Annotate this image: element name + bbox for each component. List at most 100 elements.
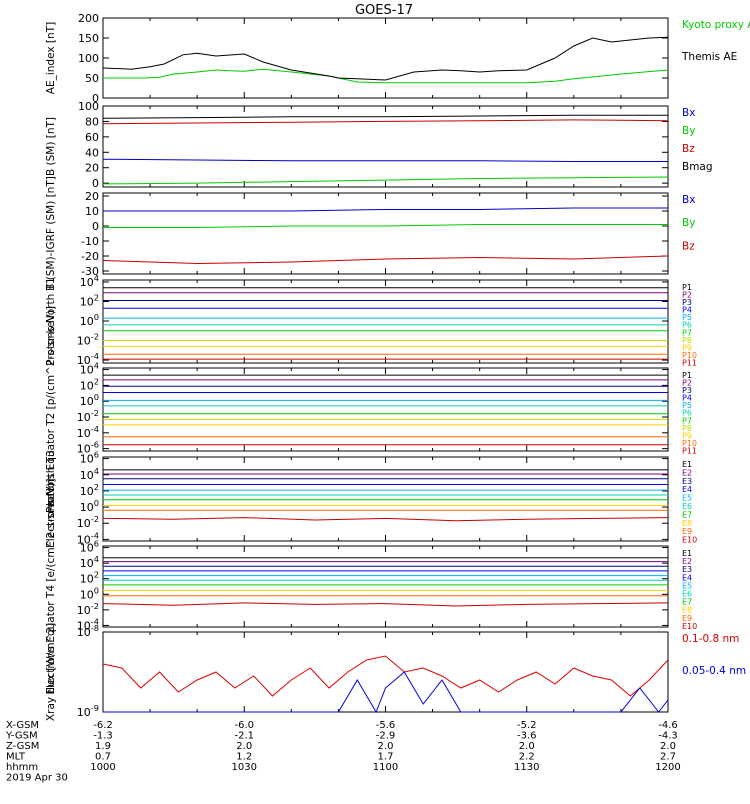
legend-label: P3 — [682, 386, 692, 395]
legend-label: E8 — [682, 519, 692, 528]
legend-label: Bz — [682, 240, 695, 252]
legend-label: P6 — [682, 321, 692, 330]
xaxis-value: 2.2 — [519, 752, 535, 763]
series-line — [102, 655, 669, 697]
series-line — [102, 517, 669, 522]
xaxis-value: 1.7 — [378, 752, 394, 763]
xaxis-value: 2.0 — [236, 741, 252, 752]
legend-label: Themis AE — [681, 51, 737, 63]
tick-label: -30 — [81, 265, 99, 278]
legend-label: E8 — [682, 606, 692, 615]
xaxis-row-label: Y-GSM — [5, 731, 38, 742]
tick-label: 50 — [85, 72, 99, 85]
legend-label: E3 — [682, 477, 692, 486]
tick-label: 100 — [78, 52, 99, 65]
legend-label: E9 — [682, 527, 692, 536]
legend-label: P9 — [682, 343, 692, 352]
legend-label: P7 — [682, 416, 692, 425]
series-line — [102, 114, 668, 119]
legend-label: E5 — [682, 581, 692, 590]
series-line — [102, 158, 668, 162]
xaxis-value: -4.6 — [658, 720, 678, 731]
legend-label: Bx — [682, 107, 695, 119]
series-line — [103, 224, 668, 228]
xaxis-value: 2.0 — [660, 741, 676, 752]
xaxis-value: -2.1 — [234, 731, 254, 742]
series-line — [102, 176, 669, 185]
legend-label: P6 — [682, 409, 692, 418]
axis-label: Electrons North T3 — [45, 450, 57, 548]
legend-label: P11 — [682, 446, 697, 455]
legend-label: P5 — [682, 401, 692, 410]
series-line — [102, 602, 669, 607]
xaxis-value: 1200 — [655, 762, 680, 773]
xaxis-value: -4.3 — [658, 731, 678, 742]
tick-label: 200 — [78, 12, 99, 25]
tick-label: 100 — [78, 100, 99, 113]
tick-label: 20 — [85, 190, 99, 203]
xaxis-value: 1100 — [373, 762, 398, 773]
legend-label: E1 — [682, 460, 692, 469]
legend-label: Bz — [682, 143, 695, 155]
legend-label: E2 — [682, 557, 692, 566]
legend-label: By — [682, 217, 695, 229]
tick-label: 10 — [85, 205, 99, 218]
tick-label: 150 — [78, 32, 99, 45]
legend-label: P8 — [682, 424, 692, 433]
legend-label: E3 — [682, 565, 692, 574]
tick-label: 20 — [85, 162, 99, 175]
legend-label: P11 — [682, 358, 697, 367]
xaxis-value: 1030 — [232, 762, 257, 773]
series-line — [102, 119, 669, 125]
xaxis-row-label: X-GSM — [6, 720, 39, 731]
legend-label: E4 — [682, 573, 692, 582]
xaxis-value: -5.6 — [376, 720, 396, 731]
xaxis-row-label: MLT — [6, 752, 26, 763]
tick-label: 80 — [85, 115, 99, 128]
legend-label: By — [682, 125, 695, 137]
tick-label: 40 — [85, 146, 99, 159]
xaxis-value: 2.0 — [378, 741, 394, 752]
axis-label: AE_index [nT] — [45, 22, 57, 94]
legend-label: E9 — [682, 614, 692, 623]
series-line — [103, 671, 669, 714]
xaxis-value: 1.2 — [236, 752, 252, 763]
tick-label: 0 — [92, 177, 99, 190]
xaxis-value: -5.2 — [517, 720, 537, 731]
legend-label: 0.1-0.8 nm — [682, 633, 739, 645]
legend-label: E2 — [682, 468, 692, 477]
legend-label: E4 — [682, 485, 692, 494]
axis-label: Xray flux [W/m^2] — [45, 623, 57, 721]
panel-1: 0 50 100 150 200 AE_index [nT] Kyoto proxy AE T… — [45, 12, 750, 105]
tick-label: 0 — [92, 92, 99, 105]
axis-label: Protons North T1 — [45, 277, 57, 365]
panel-2: 0 20 40 60 80 100 B (SM) [nT] Bx By Bz Bmag — [45, 100, 713, 190]
xaxis-value: -3.6 — [517, 731, 537, 742]
tick-label: 0 — [92, 220, 99, 233]
xaxis-value: 2.7 — [660, 752, 676, 763]
legend-label: P1 — [682, 283, 692, 292]
series-line — [102, 36, 669, 81]
legend-label: E7 — [682, 598, 692, 607]
axis-label: Protons Equator T2 [p/(cm^2-s-sr-keV)] — [45, 306, 57, 513]
legend-label: E10 — [682, 622, 697, 631]
axis-label: Electrons Equator T4 [e/(cm^2-s-sr-keV)] — [45, 478, 57, 694]
legend-label: P8 — [682, 336, 692, 345]
xaxis-value: 1130 — [514, 762, 539, 773]
legend-label: E6 — [682, 502, 692, 511]
tick-label: 60 — [85, 131, 99, 144]
tick-label: -20 — [81, 250, 99, 263]
tick-label: -10 — [81, 235, 99, 248]
xaxis-value: 2.0 — [519, 741, 535, 752]
legend-label: E7 — [682, 510, 692, 519]
date-label: 2019 Apr 30 — [6, 773, 68, 784]
legend-label: P4 — [682, 394, 692, 403]
legend-label: 0.05-0.4 nm — [682, 665, 746, 677]
legend-label: E6 — [682, 590, 692, 599]
